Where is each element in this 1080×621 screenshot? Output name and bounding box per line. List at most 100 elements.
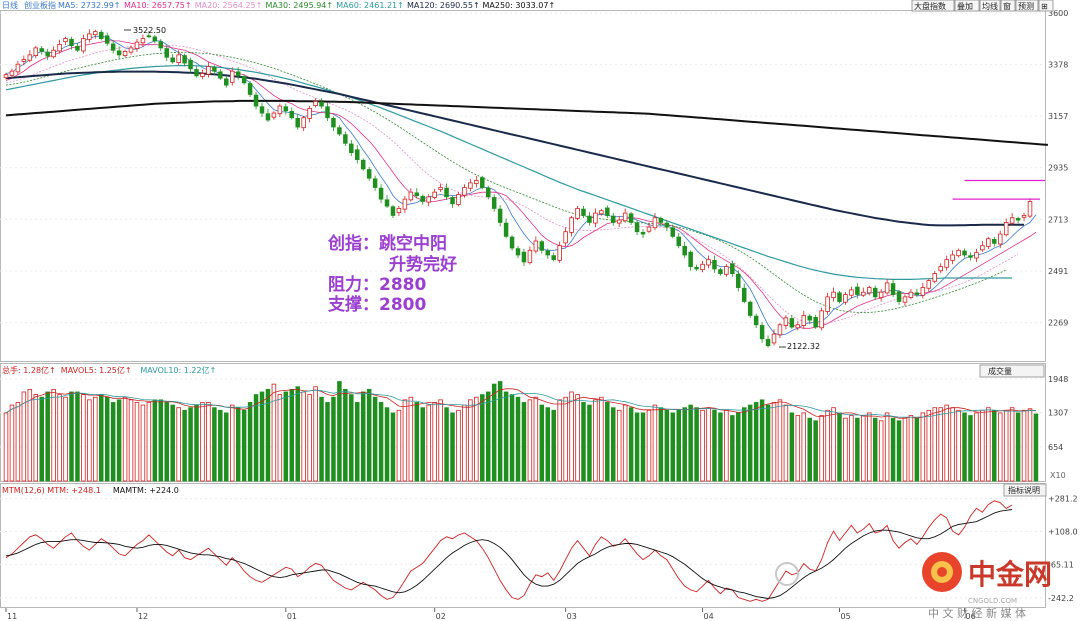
- candle-body: [289, 111, 295, 119]
- volume-bar: [640, 412, 646, 482]
- volume-button-label[interactable]: 成交量: [988, 366, 1012, 376]
- volume-bar: [1015, 412, 1021, 482]
- candle-body: [932, 273, 937, 282]
- volume-bar: [122, 396, 128, 482]
- volume-bar: [652, 404, 658, 482]
- candle-body: [1003, 221, 1009, 236]
- volume-bar: [890, 417, 896, 482]
- x-tick-label: 02: [436, 612, 446, 621]
- indicator-help-button[interactable]: 指标说明: [1003, 483, 1047, 497]
- price-tick-label: 2713: [1048, 215, 1068, 224]
- volume-bar: [21, 391, 27, 482]
- toolbar-button[interactable]: [1038, 0, 1054, 12]
- toolbar-button-label[interactable]: 均线: [982, 1, 998, 11]
- volume-bar: [27, 388, 33, 482]
- candle-body: [253, 94, 259, 107]
- candle-body: [63, 38, 68, 43]
- toolbar-button[interactable]: [979, 0, 1001, 12]
- toolbar-button[interactable]: [1015, 0, 1039, 12]
- candle-body: [718, 269, 723, 274]
- volume-bar: [235, 407, 241, 482]
- candle-body: [616, 219, 622, 224]
- ma-line-ma60: [5, 65, 1013, 280]
- volume-bar: [426, 404, 431, 482]
- volume-bar: [331, 396, 336, 482]
- volume-bar: [283, 391, 289, 482]
- candle-body: [325, 106, 330, 119]
- toolbar-button[interactable]: [1000, 0, 1016, 12]
- volume-bar: [730, 415, 735, 482]
- volume-bar: [1003, 409, 1009, 482]
- volume-bar: [944, 404, 949, 482]
- volume-bar: [926, 409, 932, 482]
- candle-body: [730, 263, 735, 274]
- candle-body: [229, 70, 235, 83]
- candle-body: [712, 259, 717, 270]
- grid-lines: [0, 12, 1045, 599]
- candle-body: [688, 251, 693, 268]
- ma-line-ma30: [5, 51, 1007, 314]
- candle-body: [759, 325, 765, 340]
- candle-body: [789, 318, 795, 328]
- candle-body: [664, 222, 670, 228]
- volume-bar: [956, 409, 961, 482]
- candle-body: [843, 294, 848, 303]
- indicator-help-label[interactable]: 指标说明: [1008, 485, 1040, 495]
- candle-body: [212, 66, 217, 72]
- volume-bar: [45, 391, 50, 482]
- candle-body: [974, 252, 979, 259]
- volume-bar: [759, 399, 765, 482]
- volume-bar: [75, 391, 80, 482]
- candle-body: [414, 192, 420, 197]
- candle-body: [777, 324, 783, 336]
- volume-bar: [39, 396, 44, 482]
- candle-body: [825, 296, 830, 312]
- volume-bar: [134, 402, 140, 482]
- toolbar-button-label[interactable]: 叠加: [957, 1, 973, 11]
- candle-body: [122, 50, 128, 56]
- candle-body: [527, 249, 533, 264]
- volume-bar: [855, 417, 860, 482]
- candle-body: [676, 236, 681, 247]
- volume-bar: [337, 381, 342, 482]
- volume-bar: [878, 420, 884, 482]
- volume-button[interactable]: 成交量: [979, 364, 1045, 378]
- candle-body: [509, 236, 515, 249]
- volume-bar: [366, 388, 372, 482]
- candle-body: [75, 45, 80, 51]
- volume-bar: [521, 402, 527, 482]
- toolbar-button[interactable]: [911, 0, 955, 12]
- candle-body: [628, 213, 634, 223]
- toolbar-button-label[interactable]: ⊞: [1041, 2, 1048, 11]
- candle-body: [682, 245, 687, 256]
- volume-bar: [295, 386, 300, 482]
- volume-bar: [968, 415, 973, 482]
- volume-bar: [825, 409, 830, 482]
- candle-body: [15, 63, 21, 73]
- candle-body: [807, 315, 812, 321]
- watermark: 中金网 CNGOLD.COM 中 文 财 经 新 媒 体: [775, 552, 1052, 620]
- mtm-lines: [5, 500, 1013, 602]
- candle-body: [1027, 201, 1033, 217]
- candle-body: [908, 291, 914, 298]
- candle-body: [706, 259, 711, 266]
- toolbar[interactable]: 大盘指数 叠加 均线窗预测 ⊞: [911, 0, 1054, 12]
- candle-body: [771, 333, 777, 344]
- toolbar-button-label[interactable]: 预测: [1018, 1, 1034, 11]
- indicator-label: MA30: 2495.94↑: [266, 1, 334, 10]
- toolbar-button-label[interactable]: 大盘指数: [914, 1, 946, 11]
- volume-bar: [200, 402, 205, 482]
- volume-bar: [962, 412, 967, 482]
- volume-bar: [170, 404, 175, 482]
- toolbar-button-label[interactable]: 窗: [1003, 1, 1011, 11]
- price-header: 日线 创业板指 MA5: 2732.99↑ MA10: 2657.75↑ MA20:…: [2, 0, 555, 10]
- volume-bar: [545, 407, 551, 482]
- toolbar-button[interactable]: [954, 0, 980, 12]
- candle-body: [462, 187, 467, 196]
- volume-bar: [515, 396, 521, 482]
- volume-bar: [509, 394, 515, 482]
- volume-tick-label: 1307: [1048, 409, 1068, 418]
- annotation-support: 支撑：2800: [328, 294, 426, 315]
- candle-body: [896, 291, 902, 302]
- volume-bar: [33, 394, 39, 482]
